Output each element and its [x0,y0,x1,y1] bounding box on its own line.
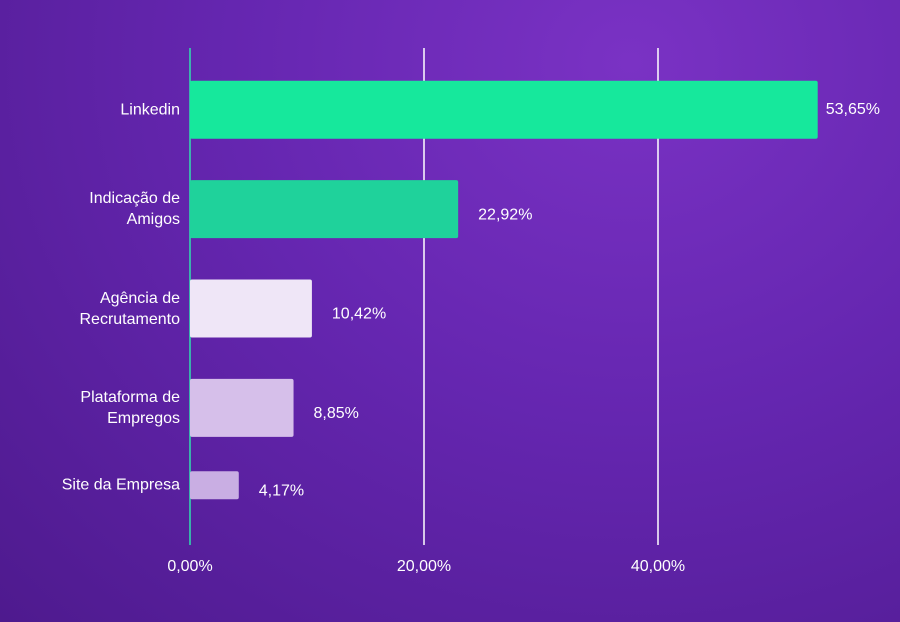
bar [190,80,818,139]
y-tick-label: Linkedin [120,101,180,119]
value-label: 10,42% [332,306,386,323]
value-label: 53,65% [826,101,880,118]
y-tick-label: Plataforma de Empregos [80,388,180,427]
bar [190,279,312,338]
y-tick-label: Site da Empresa [61,476,180,494]
y-tick-label: Agência de Recrutamento [79,289,181,328]
value-label: 8,85% [314,405,359,422]
y-tick-label: Indicação de Amigos [89,190,180,229]
bar [190,378,294,437]
value-label: 22,92% [478,206,532,223]
x-tick-label: 40,00% [631,558,685,575]
bar [190,471,239,500]
x-tick-label: 20,00% [397,558,451,575]
x-tick-label: 0,00% [167,558,212,575]
bar [190,180,459,239]
value-label: 4,17% [259,483,304,500]
